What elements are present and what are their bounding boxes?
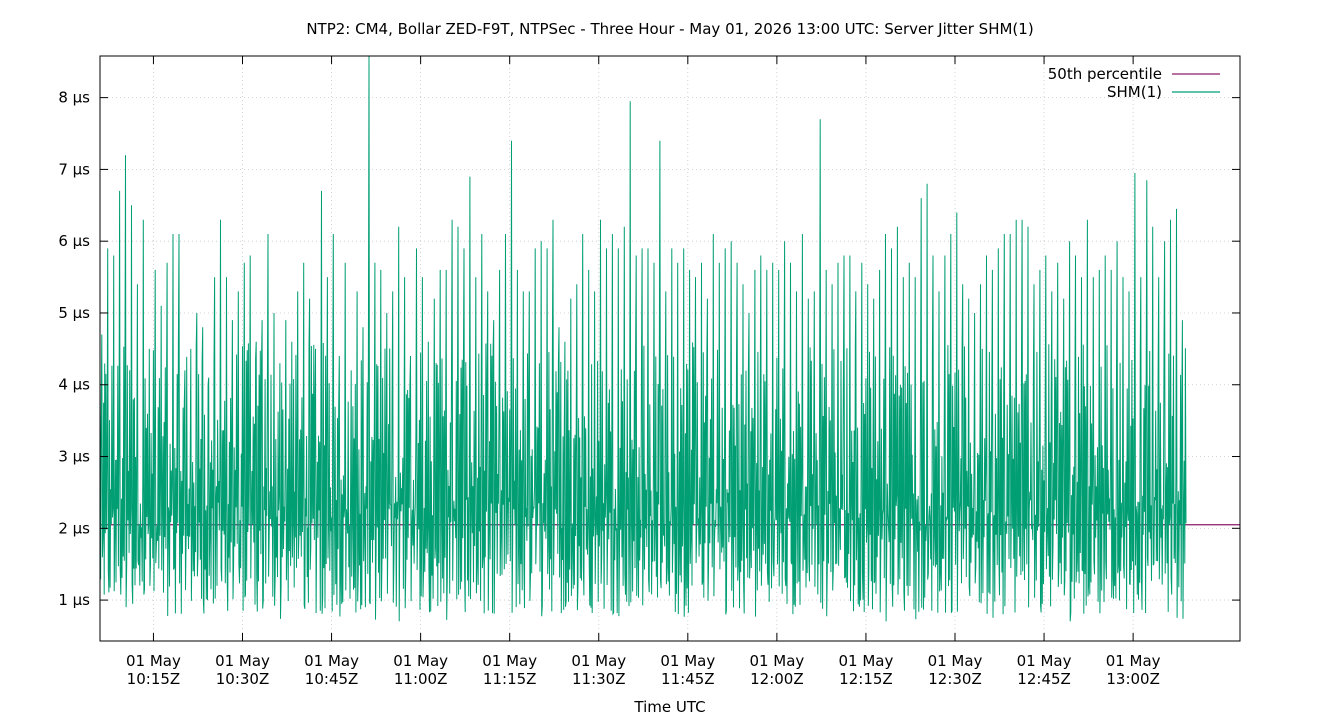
y-tick-label: 6 µs (58, 232, 90, 250)
y-tick-label: 5 µs (58, 304, 90, 322)
shm-series-layer (99, 55, 1187, 622)
legend-label-median: 50th percentile (1048, 65, 1162, 83)
x-tick-label-date: 01 May (749, 652, 804, 670)
x-axis-label: Time UTC (633, 698, 705, 716)
x-tick-label-date: 01 May (1017, 652, 1072, 670)
y-tick-label: 4 µs (58, 376, 90, 394)
y-tick-label: 3 µs (58, 448, 90, 466)
y-tick-label: 2 µs (58, 519, 90, 537)
y-tick-label: 8 µs (58, 89, 90, 107)
tick-marks (100, 56, 1240, 641)
y-tick-label: 7 µs (58, 160, 90, 178)
x-tick-label-time: 13:00Z (1106, 670, 1160, 688)
y-axis-tick-labels: 1 µs 2 µs 3 µs 4 µs 5 µs 6 µs 7 µs 8 µs (58, 89, 90, 609)
x-tick-label-date: 01 May (304, 652, 359, 670)
legend-label-shm: SHM(1) (1107, 83, 1162, 101)
x-tick-label-date: 01 May (839, 652, 894, 670)
plot-frame (99, 55, 1241, 642)
x-tick-label-time: 12:00Z (750, 670, 804, 688)
x-tick-label-time: 11:15Z (483, 670, 537, 688)
x-tick-label-time: 12:30Z (928, 670, 982, 688)
x-tick-label-date: 01 May (928, 652, 983, 670)
chart-title: NTP2: CM4, Bollar ZED-F9T, NTPSec - Thre… (306, 20, 1033, 38)
x-tick-label-date: 01 May (393, 652, 448, 670)
x-tick-label-time: 10:15Z (127, 670, 181, 688)
y-tick-label: 1 µs (58, 591, 90, 609)
x-tick-label-date: 01 May (215, 652, 270, 670)
x-tick-label-time: 10:45Z (305, 670, 359, 688)
legend: 50th percentile SHM(1) (1048, 65, 1220, 101)
x-tick-label-time: 12:15Z (839, 670, 893, 688)
x-tick-label-date: 01 May (1106, 652, 1161, 670)
x-tick-label-date: 01 May (571, 652, 626, 670)
x-tick-label-date: 01 May (126, 652, 181, 670)
x-tick-label-time: 12:45Z (1017, 670, 1071, 688)
x-tick-label-time: 11:30Z (572, 670, 626, 688)
x-tick-label-date: 01 May (482, 652, 537, 670)
x-tick-label-time: 10:30Z (216, 670, 270, 688)
x-tick-label-date: 01 May (660, 652, 715, 670)
shm-series-line (99, 55, 1187, 622)
x-tick-label-time: 11:00Z (394, 670, 448, 688)
x-tick-label-time: 11:45Z (661, 670, 715, 688)
